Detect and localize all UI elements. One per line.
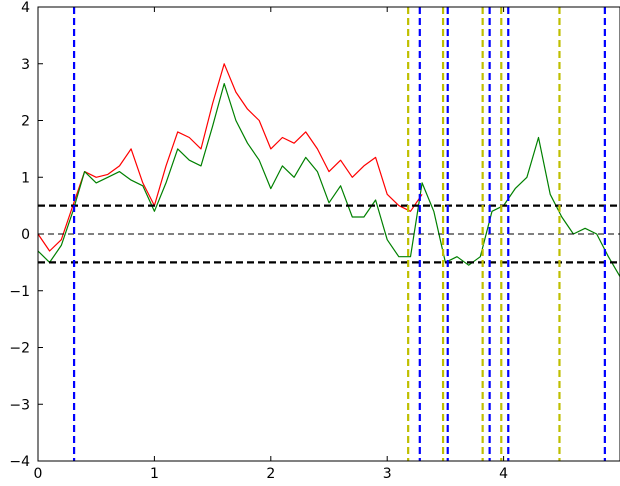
y-tick-label: 2 (21, 114, 30, 130)
x-tick-label: 0 (34, 466, 43, 482)
y-axis: −4 −3 −2 −1 0 1 2 3 4 (9, 0, 43, 470)
plot-area (37, 6, 620, 462)
y-tick-label: 3 (21, 57, 30, 73)
plot-contents (38, 7, 620, 461)
y-tick-label: −2 (9, 341, 30, 357)
red-series-line (38, 63, 423, 252)
x-tick-label: 3 (383, 466, 392, 482)
y-tick-label: −4 (9, 454, 30, 470)
y-tick-label: −3 (9, 397, 30, 413)
x-tick-label: 1 (150, 466, 159, 482)
x-tick-label: 2 (266, 466, 275, 482)
x-axis: 0 1 2 3 4 (34, 7, 508, 482)
green-series-line (38, 82, 620, 277)
y-tick-label: 1 (21, 170, 30, 186)
y-tick-label: −1 (9, 284, 30, 300)
y-tick-label: 0 (21, 227, 30, 243)
x-tick-label: 4 (499, 466, 508, 482)
y-tick-label: 4 (21, 0, 30, 16)
